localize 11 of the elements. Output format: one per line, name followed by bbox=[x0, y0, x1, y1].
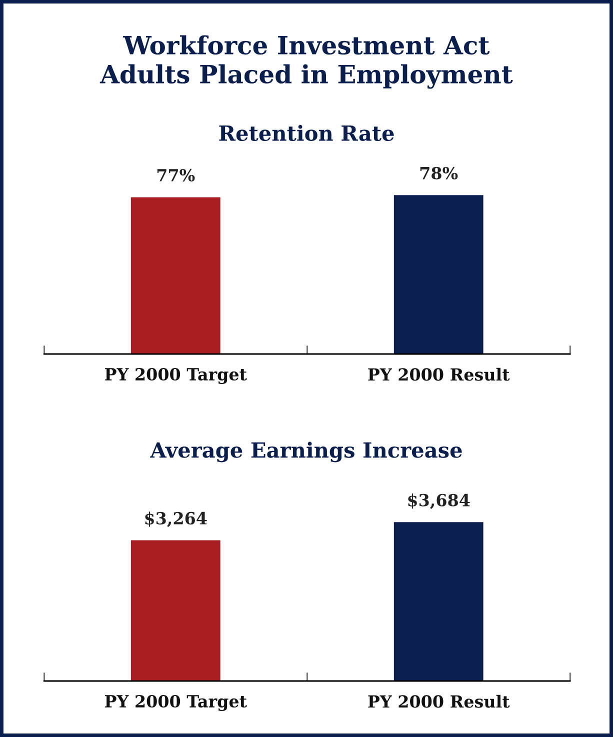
x-tick-label: PY 2000 Target bbox=[105, 368, 247, 384]
data-label: 77% bbox=[157, 168, 195, 182]
data-label: $3,264 bbox=[145, 512, 207, 528]
chart-title: Workforce Investment Act Adults Placed in Employment bbox=[100, 35, 513, 89]
data-label: $3,684 bbox=[408, 494, 470, 509]
chart-subtitle: Retention Rate bbox=[219, 124, 394, 142]
data-label: 78% bbox=[420, 166, 458, 180]
x-tick-label: PY 2000 Result bbox=[368, 694, 510, 708]
chart-subtitle: Average Earnings Increase bbox=[150, 442, 462, 462]
x-tick-label: PY 2000 Result bbox=[368, 368, 510, 381]
x-tick-label: PY 2000 Target bbox=[105, 694, 247, 712]
